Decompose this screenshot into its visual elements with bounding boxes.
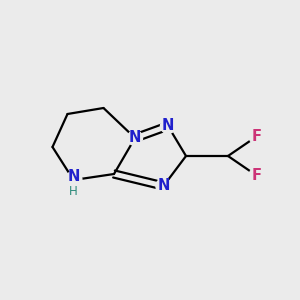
Text: F: F bbox=[251, 129, 262, 144]
Circle shape bbox=[160, 118, 175, 134]
Text: N: N bbox=[162, 118, 174, 134]
Text: N: N bbox=[67, 169, 80, 184]
Circle shape bbox=[249, 168, 264, 183]
Circle shape bbox=[128, 130, 142, 146]
Circle shape bbox=[66, 172, 81, 188]
Circle shape bbox=[156, 178, 171, 194]
Circle shape bbox=[65, 172, 82, 188]
Text: N: N bbox=[157, 178, 170, 194]
Text: H: H bbox=[69, 185, 78, 198]
Text: N: N bbox=[129, 130, 141, 146]
Text: F: F bbox=[251, 168, 262, 183]
Circle shape bbox=[249, 129, 264, 144]
